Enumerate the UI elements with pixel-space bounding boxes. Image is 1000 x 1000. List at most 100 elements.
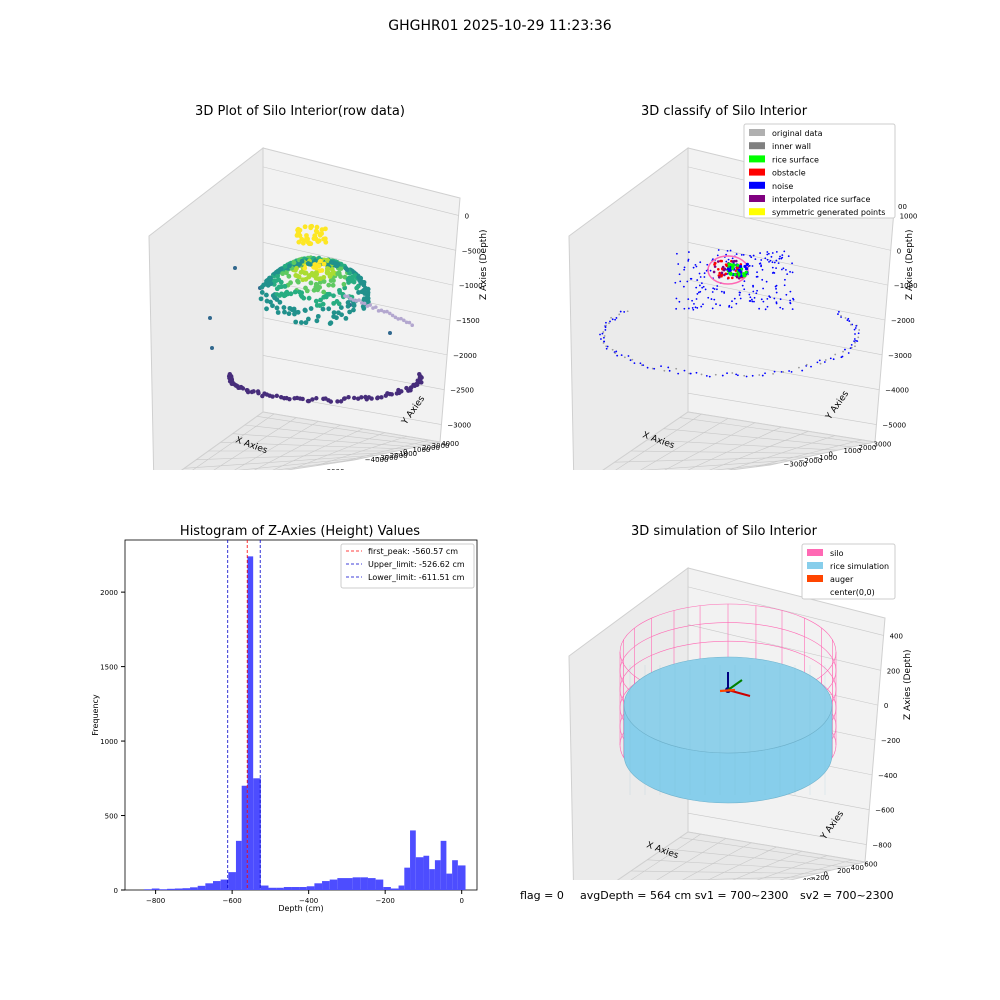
grid-line: [630, 870, 818, 874]
z-tick-label: −2000: [453, 352, 477, 360]
data-point: [792, 298, 795, 301]
y-tick-label: 400: [851, 864, 864, 872]
z-tick-label: −5000: [882, 422, 906, 430]
data-point: [615, 350, 618, 353]
data-point: [762, 300, 765, 303]
data-point: [619, 310, 622, 313]
data-point: [338, 305, 344, 311]
data-point: [735, 373, 738, 376]
legend-label: auger: [830, 575, 854, 584]
data-point: [857, 336, 860, 339]
data-point: [782, 371, 785, 373]
data-point: [390, 313, 395, 318]
data-point: [761, 268, 764, 271]
data-point: [693, 303, 695, 305]
hist-bar: [452, 860, 458, 890]
data-point: [855, 324, 858, 327]
data-point: [744, 267, 749, 271]
data-point: [310, 397, 315, 402]
z-tick-label: 200: [887, 667, 900, 675]
data-point: [707, 296, 710, 299]
grid-line: [687, 279, 886, 321]
data-point: [775, 267, 777, 270]
data-point: [849, 323, 852, 326]
data-point: [720, 271, 724, 275]
data-point: [330, 282, 336, 288]
data-point: [689, 372, 692, 375]
data-point: [320, 301, 326, 307]
data-point: [764, 372, 766, 375]
data-point: [732, 259, 736, 263]
data-point: [837, 313, 839, 315]
data-point: [744, 270, 748, 274]
z-tick-label: 0: [897, 247, 901, 255]
data-point: [729, 272, 733, 276]
data-point: [761, 374, 764, 377]
data-point: [735, 253, 738, 255]
data-point: [251, 389, 256, 394]
data-point: [784, 278, 786, 281]
data-point: [627, 355, 630, 357]
data-point: [754, 258, 757, 261]
data-point: [608, 322, 610, 325]
data-point: [258, 296, 264, 302]
data-point: [727, 276, 730, 280]
data-point: [849, 347, 852, 350]
data-point: [742, 272, 746, 276]
data-point: [297, 289, 302, 295]
z-tick-label: −400: [878, 772, 897, 780]
data-point: [699, 261, 702, 264]
data-point: [281, 305, 287, 310]
data-point: [365, 304, 370, 308]
data-point: [749, 254, 751, 257]
data-point: [736, 374, 739, 377]
hist-bar: [241, 785, 248, 890]
data-point: [706, 263, 709, 266]
hist-bar: [383, 887, 391, 890]
data-point: [629, 359, 632, 362]
data-point: [679, 280, 682, 283]
data-point: [728, 305, 730, 308]
data-point: [783, 284, 786, 287]
data-point: [278, 279, 284, 285]
hist-bar: [235, 840, 242, 890]
data-point: [371, 306, 375, 310]
grid-line: [687, 241, 888, 286]
hist-bar: [345, 878, 353, 890]
data-point: [736, 266, 739, 270]
data-point: [357, 298, 361, 302]
data-point: [848, 320, 851, 322]
data-point: [321, 274, 327, 280]
data-point: [396, 317, 401, 321]
data-point: [854, 327, 857, 329]
data-point: [267, 275, 273, 281]
data-point: [810, 365, 812, 368]
data-point: [692, 308, 695, 311]
data-point: [275, 273, 281, 279]
data-point: [616, 354, 619, 357]
data-point: [688, 372, 691, 375]
plot-title-simulation: 3D simulation of Silo Interior: [631, 524, 817, 539]
data-point: [846, 319, 849, 322]
z-tick-label: −800: [872, 842, 891, 850]
data-point: [704, 288, 707, 291]
data-point: [837, 310, 840, 313]
raw-3d-grid: [184, 166, 459, 470]
data-point: [362, 301, 367, 306]
data-point: [314, 302, 320, 308]
data-point: [787, 255, 790, 258]
data-point: [668, 369, 671, 372]
data-point: [623, 311, 626, 313]
data-point: [298, 320, 304, 325]
data-point: [856, 340, 859, 342]
grid-line: [647, 859, 832, 871]
data-point: [611, 318, 614, 321]
legend-label: obstacle: [772, 169, 806, 178]
data-point: [739, 297, 742, 300]
data-point: [678, 273, 681, 276]
data-point: [364, 298, 370, 303]
data-point: [345, 277, 351, 283]
data-point: [229, 381, 235, 387]
data-point: [317, 284, 323, 290]
interpolated-surface: [707, 255, 749, 285]
